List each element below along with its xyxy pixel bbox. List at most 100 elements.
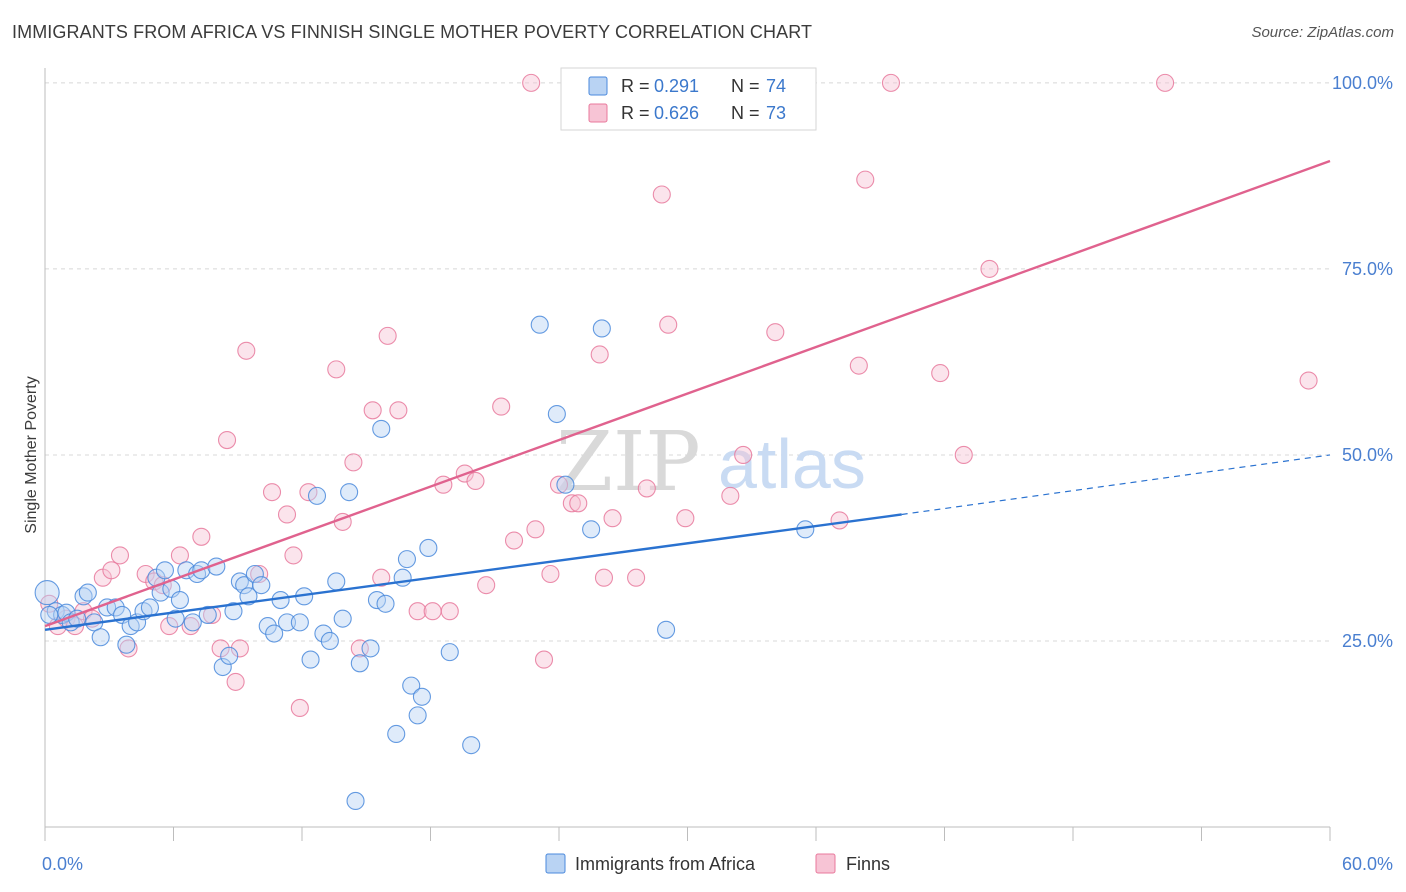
finns-point-52 <box>569 494 588 513</box>
finns-point-20 <box>226 672 245 691</box>
finns-point-25 <box>277 505 297 524</box>
africa-point-12 <box>117 635 136 654</box>
finns-point-53 <box>590 345 609 364</box>
africa-point-57 <box>397 550 416 569</box>
finns-point-36 <box>389 401 408 420</box>
africa-point-66 <box>547 404 566 424</box>
watermark: ZIP atlas <box>556 415 866 510</box>
africa-point-70 <box>657 620 676 639</box>
legend-swatch-pink <box>588 103 608 123</box>
africa-point-41 <box>290 613 309 632</box>
finns-point-33 <box>363 401 382 420</box>
finns-point-23 <box>250 564 269 584</box>
finns-point-28 <box>299 483 318 502</box>
finns-point-43 <box>477 576 496 595</box>
y-axis-label: Single Mother Poverty <box>23 376 40 533</box>
watermark-zip: ZIP <box>556 415 701 510</box>
finns-point-66 <box>830 511 849 530</box>
africa-point-49 <box>340 483 359 502</box>
y-tick-label-0: 25.0% <box>1342 631 1393 651</box>
finns-point-34 <box>372 568 391 587</box>
y-tick-label-2: 75.0% <box>1342 259 1393 279</box>
finns-point-69 <box>881 73 901 92</box>
legend-r-label-blue: R = <box>621 76 650 96</box>
africa-point-21 <box>166 609 185 628</box>
finns-point-31 <box>344 453 363 472</box>
africa-point-46 <box>320 631 339 651</box>
finns-point-37 <box>408 602 427 621</box>
legend-bottom: Immigrants from Africa Finns <box>545 853 890 874</box>
tick-labels: 25.0% 50.0% 75.0% 100.0% 0.0% 60.0% <box>42 73 1393 874</box>
finns-point-68 <box>856 170 875 189</box>
africa-point-45 <box>314 624 333 643</box>
africa-point-62 <box>387 724 406 744</box>
finns-point-16 <box>192 527 211 546</box>
africa-point-37 <box>258 617 277 636</box>
africa-point-68 <box>582 520 601 539</box>
finns-point-26 <box>284 546 303 565</box>
finns-point-42 <box>466 471 485 491</box>
africa-point-51 <box>350 654 369 673</box>
finns-point-49 <box>541 564 560 584</box>
africa-point-47 <box>327 572 346 591</box>
africa-point-27 <box>198 605 217 624</box>
legend-bottom-label-blue: Immigrants from Africa <box>575 854 756 874</box>
finns-point-64 <box>766 323 785 342</box>
finns-point-73 <box>1156 73 1175 92</box>
finns-point-46 <box>522 73 541 92</box>
africa-point-63 <box>440 643 459 662</box>
legend-bottom-label-pink: Finns <box>846 854 890 874</box>
africa-point-56 <box>393 568 412 587</box>
africa-point-16 <box>140 598 159 617</box>
africa-point-22 <box>170 590 189 610</box>
legend-n-label-pink: N = <box>731 103 760 123</box>
africa-point-58 <box>402 676 421 695</box>
africa-point-35 <box>245 564 264 584</box>
africa-point-72 <box>40 605 59 624</box>
africa-point-55 <box>376 594 395 613</box>
chart-source: Source: ZipAtlas.com <box>1251 24 1394 41</box>
africa-point-67 <box>556 475 575 494</box>
finns-point-24 <box>262 483 282 502</box>
finns-point-59 <box>659 315 678 334</box>
finns-point-54 <box>594 568 614 587</box>
legend-n-value-pink: 73 <box>766 103 786 123</box>
africa-point-6 <box>78 583 97 602</box>
finns-point-55 <box>603 509 622 528</box>
africa-point-36 <box>252 576 271 595</box>
africa-point-40 <box>277 613 297 632</box>
finns-point-58 <box>652 185 671 204</box>
finns-trend-line <box>44 159 1331 628</box>
finns-point-60 <box>676 509 695 528</box>
finns-point-13 <box>160 617 179 636</box>
legend-r-label-pink: R = <box>621 103 650 123</box>
africa-point-34 <box>239 587 258 606</box>
africa-point-19 <box>155 561 174 580</box>
finns-point-51 <box>562 494 581 513</box>
africa-point-64 <box>462 736 481 755</box>
africa-point-50 <box>346 791 365 811</box>
finns-point-67 <box>849 356 868 375</box>
watermark-atlas: atlas <box>718 425 866 503</box>
finns-points <box>40 73 1318 717</box>
africa-point-59 <box>408 706 427 725</box>
africa-point-61 <box>419 538 438 558</box>
finns-point-74 <box>1299 371 1318 390</box>
africa-point-30 <box>220 646 239 665</box>
finns-point-14 <box>170 546 189 565</box>
africa-point-0 <box>34 580 60 606</box>
x-tick-label-1: 60.0% <box>1342 854 1393 874</box>
legend-n-value-blue: 74 <box>766 76 786 96</box>
finns-point-19 <box>217 431 237 450</box>
africa-trend-line <box>44 513 902 631</box>
x-tick-label-0: 0.0% <box>42 854 83 874</box>
legend-r-value-pink: 0.626 <box>654 103 699 123</box>
africa-point-8 <box>91 628 110 647</box>
africa-point-69 <box>592 319 611 338</box>
finns-point-62 <box>721 486 740 505</box>
africa-point-60 <box>412 687 431 706</box>
legend-r-value-blue: 0.291 <box>654 76 699 96</box>
finns-point-35 <box>378 326 397 345</box>
finns-point-56 <box>627 568 646 587</box>
